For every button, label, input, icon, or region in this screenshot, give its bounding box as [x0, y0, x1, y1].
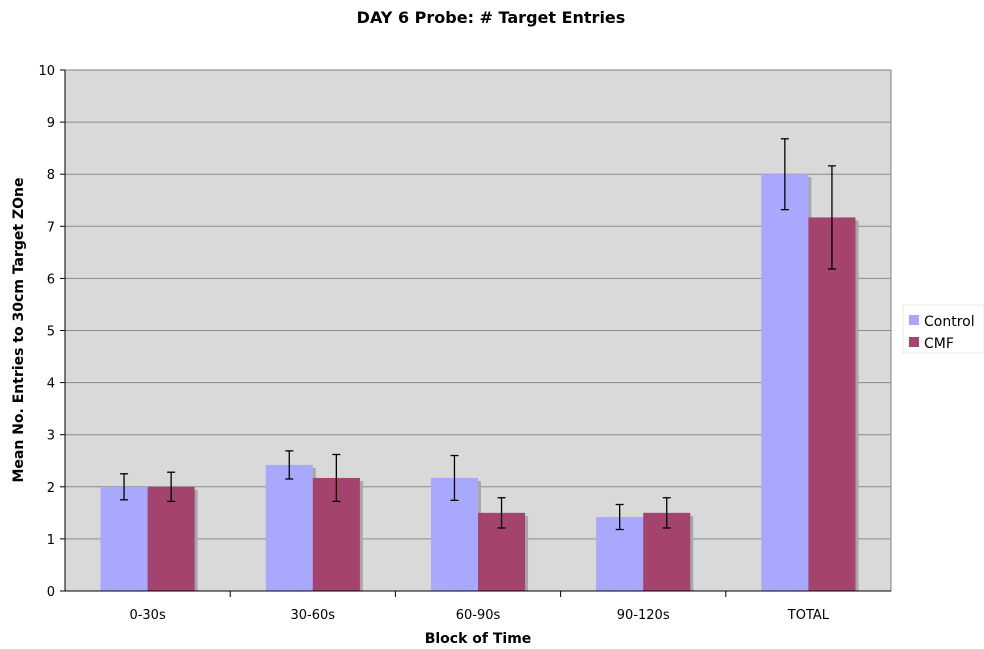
x-axis-label: Block of Time — [425, 631, 532, 647]
y-tick-label: 0 — [47, 585, 55, 600]
error-bar — [332, 453, 341, 503]
legend-label-control: Control — [924, 314, 975, 330]
error-bar — [120, 473, 129, 501]
bar-cmf-0 — [147, 486, 195, 591]
y-tick-label: 2 — [47, 481, 55, 496]
x-tick-label: 30-60s — [291, 608, 336, 623]
y-tick-label: 4 — [47, 377, 55, 392]
bars — [100, 138, 859, 591]
y-tick-label: 5 — [47, 325, 55, 340]
chart-title: DAY 6 Probe: # Target Entries — [357, 8, 626, 27]
y-axis-label: Mean No. Entries to 30cm Target ZOne — [11, 178, 27, 483]
error-bar — [780, 138, 789, 211]
error-bar — [450, 454, 459, 501]
y-tick-label: 3 — [47, 429, 55, 444]
bar-control-0 — [100, 486, 148, 591]
error-bar — [285, 450, 294, 480]
axes: 0 1 2 3 4 5 6 7 8 9 10 0-30s 30-60s 60-90s 90-120s TOTA… — [38, 64, 891, 623]
legend: Control CMF — [902, 304, 984, 354]
error-bar — [827, 165, 836, 270]
x-tick-label: TOTAL — [787, 608, 830, 623]
y-tick-label: 10 — [38, 64, 55, 79]
error-bar — [167, 471, 176, 503]
y-tick-label: 9 — [47, 116, 55, 131]
error-bar — [497, 497, 506, 529]
x-tick-label: 0-30s — [129, 608, 166, 623]
legend-label-cmf: CMF — [924, 336, 954, 352]
bar-control-4 — [761, 174, 809, 591]
legend-swatch-cmf — [909, 337, 919, 347]
x-tick-label: 90-120s — [617, 608, 670, 623]
y-tick-label: 7 — [47, 220, 55, 235]
bar-cmf-4 — [808, 217, 856, 591]
y-tick-label: 8 — [47, 168, 55, 183]
gridlines — [65, 121, 891, 540]
error-bar — [662, 497, 671, 529]
legend-swatch-control — [909, 315, 919, 325]
y-tick-label: 1 — [47, 533, 55, 548]
bar-control-1 — [265, 464, 313, 591]
error-bar — [615, 503, 624, 531]
y-tick-label: 6 — [47, 272, 55, 287]
x-tick-label: 60-90s — [456, 608, 501, 623]
